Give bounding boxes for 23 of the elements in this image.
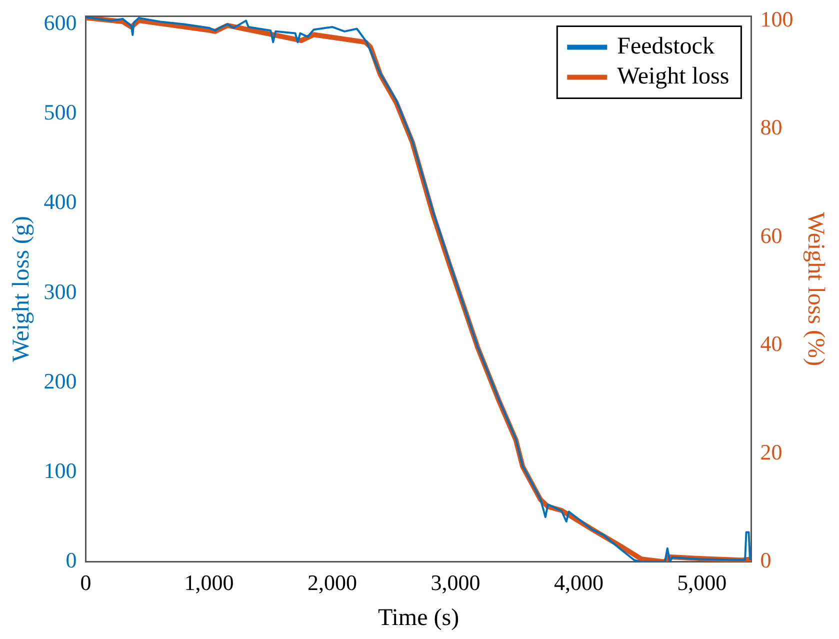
y-tick-label: 0 bbox=[66, 548, 77, 573]
y-axis-title: Weight loss (g) bbox=[8, 216, 35, 362]
y2-tick-label: 80 bbox=[760, 114, 782, 140]
y-tick-label: 600 bbox=[44, 10, 77, 36]
y-tick-label: 500 bbox=[44, 100, 77, 125]
y2-tick-label: 100 bbox=[760, 6, 794, 32]
x-tick-label: 3,000 bbox=[430, 570, 480, 595]
x-tick-label: 4,000 bbox=[554, 570, 604, 595]
y2-tick-label: 40 bbox=[760, 331, 782, 356]
x-axis-title: Time (s) bbox=[378, 604, 460, 631]
legend-label: Weight loss bbox=[617, 63, 730, 90]
x-tick-label: 1,000 bbox=[184, 570, 234, 595]
y-tick-label: 300 bbox=[44, 278, 77, 304]
y2-axis-title: Weight loss (%) bbox=[802, 212, 828, 366]
y2-tick-label: 0 bbox=[760, 548, 772, 573]
x-tick-label: 2,000 bbox=[307, 570, 357, 595]
y2-tick-label: 20 bbox=[760, 439, 782, 464]
y2-tick-label: 60 bbox=[760, 222, 782, 248]
y-tick-label: 400 bbox=[44, 189, 77, 214]
y-tick-label: 100 bbox=[44, 458, 77, 483]
x-tick-label: 5,000 bbox=[677, 570, 727, 595]
y-tick-label: 200 bbox=[44, 368, 77, 394]
legend-label: Feedstock bbox=[617, 33, 714, 60]
